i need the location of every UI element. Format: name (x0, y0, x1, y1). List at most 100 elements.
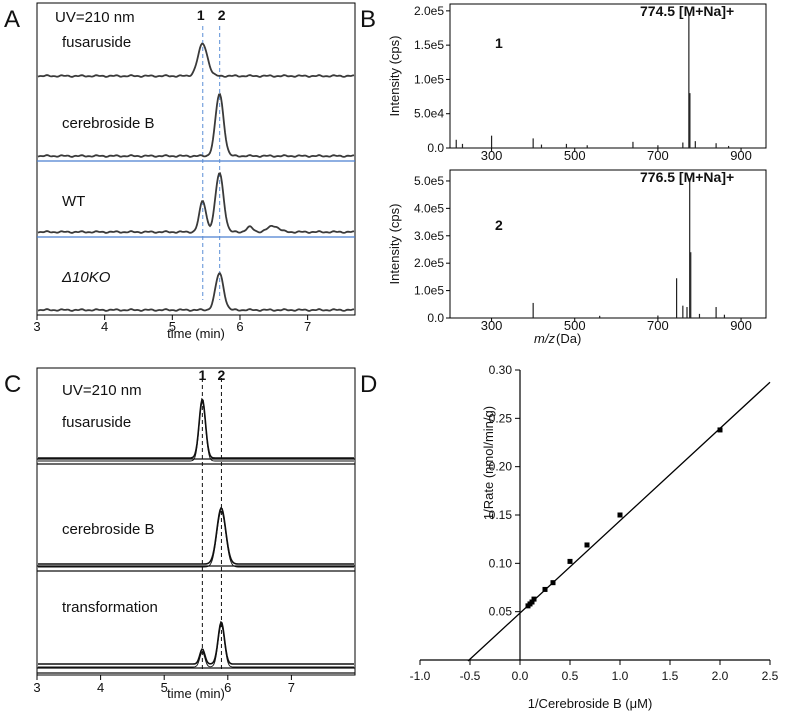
panel-b-annotation-1: 774.5 [M+Na]+ (640, 3, 734, 19)
panel-d-fit-line (467, 381, 771, 662)
panel-a-trace-2 (37, 93, 355, 158)
panel-d-xlabel-post: ) (648, 696, 652, 711)
panel-d-point-7 (584, 542, 590, 548)
panel-a-header: UV=210 nm (55, 9, 135, 26)
panel-d-xtick-label-2.0: 2.0 (712, 669, 729, 683)
panel-b-xtick-label-2-900: 900 (730, 318, 752, 333)
panel-d-xtick-label--0.5: -0.5 (460, 669, 481, 683)
panel-c-xtick-label-7: 7 (288, 680, 295, 695)
panel-c-xlabel: time (min) (167, 686, 225, 701)
panel-b-ytick-label-2-4: 4.0e5 (414, 201, 444, 215)
panel-b-ytick-label-2-2: 2.0e5 (414, 256, 444, 270)
panel-d-xlabel-pre: 1/Cerebroside B ( (528, 696, 631, 711)
panel-d-label: D (360, 371, 377, 398)
panel-d-ytick-label-0.25: 0.25 (489, 411, 513, 425)
panel-c-trace-shadow-2 (38, 510, 354, 568)
panel-a-label: A (4, 6, 20, 33)
panel-d-ytick-label-0.30: 0.30 (489, 363, 513, 377)
panel-d-xtick-label-0.0: 0.0 (512, 669, 529, 683)
panel-a-trace-name-3: WT (62, 193, 85, 210)
panel-b-ylabel-2: Intensity (cps) (387, 204, 402, 285)
panel-c-peak-label-1: 1 (198, 367, 206, 383)
panel-b-xtick-label-2-500: 500 (564, 318, 586, 333)
panel-a-chromatograms: UV=210 nm 1 2 fusaruside cerebroside B WT Δ10… (33, 2, 356, 341)
panel-a-trace-4 (37, 272, 355, 312)
panel-b-spectrum-id-2: 2 (495, 217, 503, 233)
panel-d-ylabel: 1/Rate (nmol/min/g) (481, 406, 496, 520)
panel-c-trace-name-2: cerebroside B (62, 521, 155, 538)
panel-c-trace-shadow-3 (38, 624, 354, 668)
panel-b-xlabel-mz: m/z (534, 331, 555, 346)
panel-c-label: C (4, 371, 21, 398)
panel-c-trace-3 (38, 620, 354, 665)
panel-b-xtick-label-1-900: 900 (730, 148, 752, 163)
panel-d-xtick-label-2.5: 2.5 (762, 669, 779, 683)
panel-a-peak-label-2: 2 (218, 7, 226, 23)
panel-d-xlabel-unit: μM (630, 696, 648, 711)
panel-b-ytick-label-1-4: 2.0e5 (414, 4, 444, 18)
panel-b-xtick-label-1-500: 500 (564, 148, 586, 163)
panel-d-xtick-label-0.5: 0.5 (562, 669, 579, 683)
panel-a-trace-name-4: Δ10KO (61, 269, 111, 286)
panel-a-xlabel: time (min) (167, 326, 225, 341)
panel-b-xlabel-unit: (Da) (556, 331, 581, 346)
panel-d-xtick-label-1.5: 1.5 (662, 669, 679, 683)
panel-c-xtick-label-4: 4 (97, 680, 104, 695)
panel-c-trace-1 (38, 397, 354, 459)
panel-c-chromatograms: UV=210 nm 1 2 fusaruside cerebroside B trans… (33, 367, 356, 701)
panel-c-trace-shadow-1 (38, 401, 354, 462)
panel-a-trace-name-1: fusaruside (62, 34, 131, 51)
panel-c-peak-label-2: 2 (218, 367, 226, 383)
panel-b-spectrum-id-1: 1 (495, 35, 503, 51)
panel-a-xtick-label-3: 3 (33, 319, 40, 334)
panel-b-annotation-2: 776.5 [M+Na]+ (640, 169, 734, 185)
panel-b-xtick-label-2-700: 700 (647, 318, 669, 333)
panel-b-ytick-label-1-0: 0.0 (427, 141, 444, 155)
panel-d-ytick-label-0.05: 0.05 (489, 605, 513, 619)
panel-c-xtick-label-3: 3 (33, 680, 40, 695)
panel-c-trace-2 (38, 506, 354, 565)
panel-a-frame (36, 2, 356, 316)
panel-b-ytick-label-1-1: 5.0e4 (414, 107, 444, 121)
panel-b-ytick-label-1-3: 1.5e5 (414, 38, 444, 52)
panel-c-trace-name-1: fusaruside (62, 414, 131, 431)
panel-b-ytick-label-2-5: 5.0e5 (414, 174, 444, 188)
panel-b-ytick-label-2-1: 1.0e5 (414, 284, 444, 298)
panel-c-xtick-label-5: 5 (161, 680, 168, 695)
panel-c-header: UV=210 nm (62, 382, 142, 399)
panel-b-ytick-label-2-3: 3.0e5 (414, 229, 444, 243)
panel-a-trace-name-2: cerebroside B (62, 115, 155, 132)
panel-b-spectrum-frame-1 (449, 3, 767, 149)
panel-a-xtick-label-6: 6 (236, 319, 243, 334)
panel-c-frame (36, 367, 356, 676)
panel-d-point-3 (531, 596, 537, 602)
panel-b-mass-spectra: 0.0 5.0e4 1.0e5 1.5e5 2.0e5 Intensity (cps) 30… (387, 3, 767, 346)
panel-a-trace-1 (37, 42, 355, 78)
panel-d-xlabel: 1/Cerebroside B (μM) (528, 696, 653, 711)
panel-a-xtick-label-5: 5 (169, 319, 176, 334)
panel-a-trace-3 (37, 172, 355, 234)
panel-b-xtick-label-2-300: 300 (481, 318, 503, 333)
panel-c-xtick-label-6: 6 (224, 680, 231, 695)
panel-d-lineweaver-burk: -1.0 -0.5 0.0 0.5 1.0 1.5 2.0 2.5 0.05 0.10 0.15 0.… (410, 363, 779, 711)
panel-b-ytick-label-2-0: 0.0 (427, 311, 444, 325)
panel-d-point-2 (529, 599, 535, 605)
panel-a-xtick-label-7: 7 (304, 319, 311, 334)
panel-a-xtick-label-4: 4 (101, 319, 108, 334)
panel-c-trace-name-3: transformation (62, 599, 158, 616)
panel-b-spectrum-frame-2 (449, 169, 767, 319)
panel-d-ytick-label-0.15: 0.15 (489, 508, 513, 522)
panel-b-xtick-label-1-300: 300 (481, 148, 503, 163)
panel-b-ylabel-1: Intensity (cps) (387, 36, 402, 117)
panel-b-ytick-label-1-2: 1.0e5 (414, 72, 444, 86)
panel-d-point-4 (542, 586, 548, 592)
panel-d-point-9 (717, 427, 723, 433)
panel-d-xtick-label--1.0: -1.0 (410, 669, 431, 683)
panel-b-label: B (360, 6, 376, 33)
panel-d-xtick-label-1.0: 1.0 (612, 669, 629, 683)
panel-d-ytick-label-0.20: 0.20 (489, 460, 513, 474)
panel-a-peak-label-1: 1 (197, 7, 205, 23)
panel-d-point-5 (550, 580, 556, 586)
panel-d-point-8 (617, 512, 623, 518)
